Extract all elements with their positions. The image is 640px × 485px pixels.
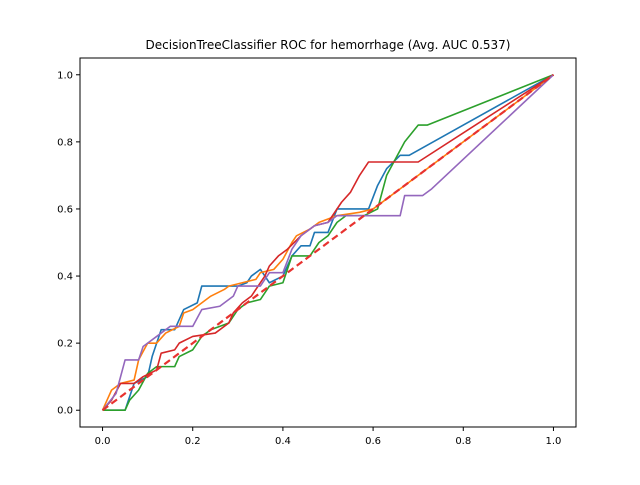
x-axis: 0.0 0.2 0.4 0.6 0.8 1.0 [95,427,562,447]
plot-frame [79,57,577,428]
y-tick-label: 0.4 [57,272,73,283]
roc-curve-1 [102,74,554,412]
y-axis: 0.0 0.2 0.4 0.6 0.8 1.0 [57,70,80,417]
x-tick-label: 1.0 [546,436,562,447]
y-tick-label: 0.0 [57,406,73,417]
series-layer [101,73,555,412]
roc-curve-2 [101,74,554,411]
y-tick-label: 0.6 [57,204,73,215]
y-tick-label: 1.0 [57,70,73,81]
x-tick-label: 0.4 [275,436,291,447]
chart-title: DecisionTreeClassifier ROC for hemorrhag… [146,38,511,52]
roc-curve-5 [101,74,554,411]
x-tick-label: 0.8 [455,436,471,447]
chance-line [101,73,555,412]
y-tick-label: 0.8 [57,137,73,148]
x-tick-label: 0.6 [365,436,381,447]
x-tick-label: 0.2 [185,436,201,447]
y-tick-label: 0.2 [57,339,73,350]
x-tick-label: 0.0 [95,436,111,447]
roc-curve-4 [101,74,554,411]
